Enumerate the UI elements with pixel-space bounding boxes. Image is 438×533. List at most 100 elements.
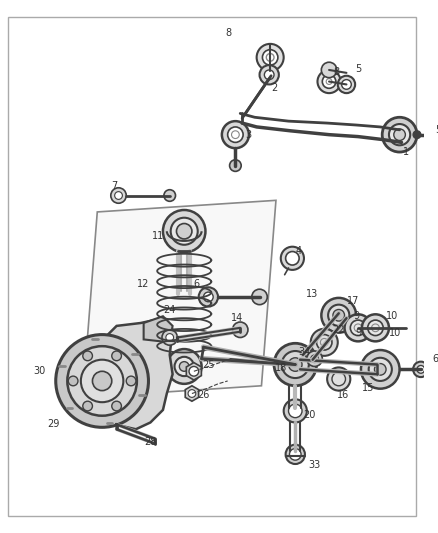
Circle shape [342, 79, 351, 89]
Circle shape [394, 129, 406, 141]
Circle shape [189, 367, 199, 376]
Circle shape [56, 335, 148, 427]
Circle shape [332, 372, 346, 386]
Circle shape [345, 314, 371, 341]
Circle shape [417, 366, 425, 373]
Text: 28: 28 [144, 437, 156, 447]
Circle shape [284, 399, 307, 423]
Circle shape [413, 131, 421, 139]
Text: 6: 6 [194, 279, 200, 289]
Text: 17: 17 [347, 296, 360, 306]
Text: 11: 11 [152, 231, 164, 241]
Text: 4: 4 [295, 246, 301, 255]
Circle shape [286, 252, 299, 265]
Circle shape [281, 247, 304, 270]
Circle shape [322, 75, 336, 88]
Circle shape [180, 361, 189, 372]
Circle shape [350, 320, 366, 336]
Circle shape [369, 358, 392, 381]
Circle shape [177, 223, 192, 239]
Circle shape [112, 351, 121, 361]
Text: 8: 8 [334, 67, 340, 77]
Text: 12: 12 [138, 279, 150, 289]
Text: 34: 34 [299, 347, 311, 357]
Circle shape [83, 351, 92, 361]
Text: 8: 8 [226, 28, 232, 38]
Polygon shape [83, 200, 276, 398]
Circle shape [112, 401, 121, 411]
Circle shape [126, 376, 136, 386]
Circle shape [382, 117, 417, 152]
Circle shape [166, 334, 173, 341]
Text: 2: 2 [271, 83, 277, 93]
Circle shape [188, 390, 196, 398]
Polygon shape [89, 318, 173, 429]
Polygon shape [144, 316, 173, 342]
Circle shape [83, 401, 92, 411]
Circle shape [311, 329, 338, 356]
Circle shape [321, 62, 337, 78]
Circle shape [289, 404, 302, 418]
Circle shape [389, 124, 410, 146]
Circle shape [222, 121, 249, 148]
Circle shape [290, 449, 301, 460]
Circle shape [199, 287, 218, 306]
Circle shape [111, 188, 126, 203]
Text: 1: 1 [403, 147, 410, 157]
Circle shape [317, 335, 332, 350]
Circle shape [327, 367, 350, 391]
Circle shape [361, 350, 399, 389]
Polygon shape [186, 362, 201, 380]
Circle shape [430, 129, 438, 141]
Circle shape [252, 289, 267, 305]
Text: 13: 13 [306, 289, 318, 299]
Text: 5: 5 [355, 64, 361, 74]
Circle shape [204, 292, 213, 302]
Text: 20: 20 [304, 410, 316, 420]
Text: 26: 26 [198, 391, 210, 400]
Circle shape [115, 192, 122, 199]
Text: 30: 30 [33, 366, 46, 376]
Circle shape [68, 376, 78, 386]
Circle shape [318, 70, 341, 93]
Circle shape [282, 351, 309, 378]
Circle shape [162, 330, 177, 345]
Circle shape [257, 44, 284, 71]
Circle shape [368, 320, 383, 336]
Text: 22: 22 [332, 325, 345, 335]
Circle shape [265, 70, 274, 79]
Circle shape [230, 160, 241, 172]
Text: 9: 9 [355, 328, 361, 338]
Circle shape [307, 351, 322, 367]
Text: 24: 24 [163, 305, 176, 316]
Text: 29: 29 [48, 419, 60, 430]
Text: 18: 18 [275, 364, 287, 374]
Text: 15: 15 [361, 383, 374, 393]
Circle shape [362, 314, 389, 341]
Circle shape [164, 190, 176, 201]
Text: 6: 6 [432, 354, 438, 364]
Text: 7: 7 [112, 181, 118, 191]
Circle shape [413, 361, 428, 377]
Text: 5: 5 [435, 125, 438, 135]
Text: 9: 9 [353, 311, 359, 321]
Text: 10: 10 [389, 328, 401, 338]
Circle shape [81, 360, 124, 402]
Circle shape [262, 50, 278, 65]
Circle shape [167, 349, 201, 384]
Circle shape [260, 65, 279, 84]
Circle shape [289, 358, 302, 372]
Circle shape [228, 127, 243, 142]
Circle shape [174, 357, 194, 376]
Circle shape [338, 76, 355, 93]
Text: 14: 14 [231, 313, 244, 323]
Text: 25: 25 [202, 360, 215, 369]
Circle shape [333, 310, 345, 321]
Text: 10: 10 [386, 311, 398, 321]
Circle shape [92, 372, 112, 391]
Circle shape [233, 322, 248, 337]
Polygon shape [185, 386, 198, 401]
Circle shape [274, 343, 317, 386]
Circle shape [67, 346, 137, 416]
Circle shape [311, 355, 318, 362]
